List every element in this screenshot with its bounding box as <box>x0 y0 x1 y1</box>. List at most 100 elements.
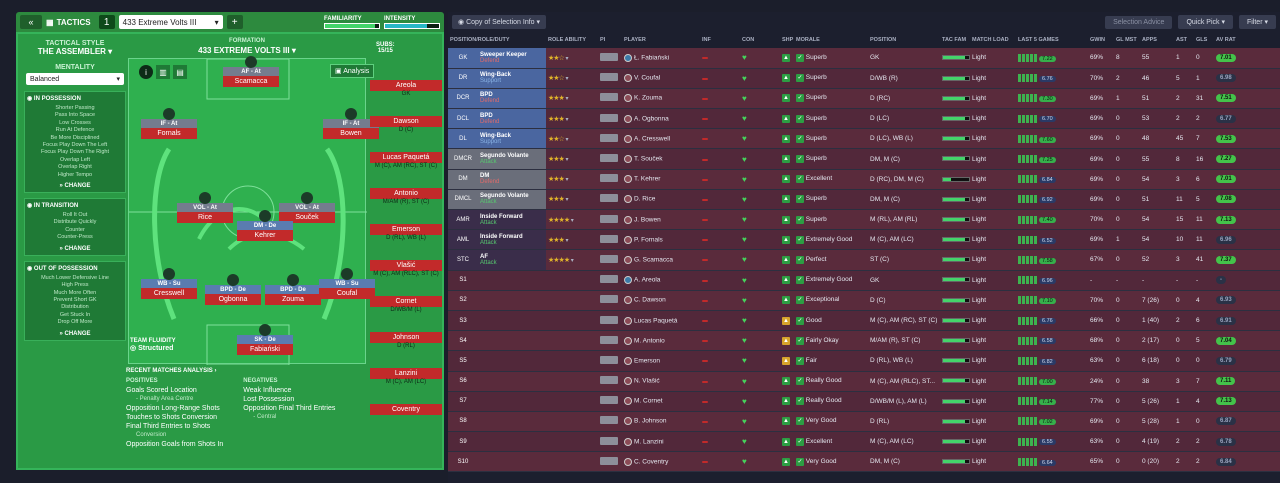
change-out-of-possession-button[interactable]: » CHANGE <box>59 330 91 337</box>
chevron-down-icon[interactable]: ▾ <box>563 197 569 204</box>
pi-cell[interactable] <box>598 290 622 311</box>
pi-cell[interactable] <box>598 169 622 190</box>
table-row[interactable]: S5 Emerson ♥ ▲ ✓ Fair D (RL), WB (L) Light 6.82… <box>448 350 1280 372</box>
player-instructions-icon[interactable] <box>600 174 618 183</box>
column-header[interactable]: AV RAT <box>1216 37 1236 43</box>
player-name[interactable]: P. Fornals <box>634 236 663 244</box>
player-cell[interactable]: C. Dawson <box>622 290 700 311</box>
filter-button[interactable]: Filter ▾ <box>1238 15 1276 29</box>
role-cell[interactable] <box>478 411 546 433</box>
player-name[interactable]: Emerson <box>634 357 661 365</box>
column-header[interactable]: POSITION/ROLE/DUTY <box>450 37 510 43</box>
player-instructions-icon[interactable] <box>600 416 618 425</box>
player-instructions-icon[interactable] <box>600 73 618 82</box>
player-cell[interactable]: G. Scamacca <box>622 249 700 271</box>
role-cell[interactable]: Wing-Back Support <box>478 68 546 89</box>
role-cell[interactable] <box>478 431 546 453</box>
chevron-down-icon[interactable]: ▾ <box>563 177 569 184</box>
player-name[interactable]: T. Souček <box>634 155 663 163</box>
player-cell[interactable]: Ł. Fabiański <box>622 48 700 69</box>
sub-player[interactable]: Dawson D (C) <box>370 116 442 144</box>
player-instructions-icon[interactable] <box>600 254 618 263</box>
copy-selection-info-dropdown[interactable]: ◉ Copy of Selection Info ▾ <box>452 15 547 29</box>
sub-player[interactable]: Lucas Paquetá M (C), AM (RC), ST (C) <box>370 152 442 180</box>
chevron-down-icon[interactable]: ▾ <box>563 237 569 244</box>
sub-player[interactable]: Antonio M/AM (R), ST (C) <box>370 188 442 216</box>
role-cell[interactable]: Sweeper Keeper Defend <box>478 48 546 69</box>
player-instructions-icon[interactable] <box>600 154 618 163</box>
pi-cell[interactable] <box>598 128 622 150</box>
player-instructions-icon[interactable] <box>600 456 618 465</box>
sub-player[interactable]: Coventry <box>370 404 442 432</box>
table-row[interactable]: DMCR Segundo Volante Attack ★★★ ▾ T. Souček ♥… <box>448 148 1280 170</box>
table-row[interactable]: DMCL Segundo Volante Attack ★★★ ▾ D. Rice ♥ ▲ ✓… <box>448 189 1280 211</box>
player-name[interactable]: D. Rice <box>634 196 656 204</box>
player-cell[interactable]: A. Areola <box>622 270 700 291</box>
player-instructions-icon[interactable] <box>600 376 618 385</box>
player-name[interactable]: B. Johnson <box>634 418 667 426</box>
pi-cell[interactable] <box>598 148 622 170</box>
column-header[interactable]: LAST 5 GAMES <box>1018 37 1059 43</box>
pi-cell[interactable] <box>598 451 622 473</box>
column-header[interactable]: SHP <box>782 37 794 43</box>
pi-cell[interactable] <box>598 330 622 352</box>
table-row[interactable]: S6 N. Vlašić ♥ ▲ ✓ Really Good M (C), AM (RLC… <box>448 371 1280 392</box>
role-cell[interactable]: Wing-Back Support <box>478 128 546 150</box>
pitch-player[interactable]: BPD - De Ogbonna <box>205 274 261 305</box>
role-cell[interactable] <box>478 350 546 372</box>
player-instructions-icon[interactable] <box>600 234 618 243</box>
table-row[interactable]: DCR BPD Defend ★★★ ▾ K. Zouma ♥ ▲ ✓ Superb D (RC… <box>448 88 1280 110</box>
column-header[interactable]: ROLE ABILITY <box>548 37 586 43</box>
table-row[interactable]: DM DM Defend ★★★ ▾ T. Kehrer ♥ ▲ ✓ Excellent D (… <box>448 169 1280 190</box>
table-row[interactable]: S9 M. Lanzini ♥ ▲ ✓ Excellent M (C), AM (LC) L… <box>448 431 1280 453</box>
column-header[interactable]: PI <box>600 37 606 43</box>
role-cell[interactable] <box>478 330 546 352</box>
role-cell[interactable]: DM Defend <box>478 169 546 190</box>
column-header[interactable]: GLS <box>1196 37 1208 43</box>
player-instructions-icon[interactable] <box>600 396 618 405</box>
player-instructions-icon[interactable] <box>600 315 618 324</box>
player-name[interactable]: M. Cornet <box>634 398 663 405</box>
quick-pick-button[interactable]: Quick Pick ▾ <box>1178 15 1233 29</box>
player-instructions-icon[interactable] <box>600 355 618 364</box>
familiarity-meter[interactable] <box>324 22 380 29</box>
player-name[interactable]: M. Antonio <box>634 337 665 345</box>
pitch-player[interactable]: AF - At Scamacca <box>223 56 279 87</box>
pi-cell[interactable] <box>598 270 622 291</box>
role-cell[interactable] <box>478 310 546 332</box>
column-header[interactable]: GL MST <box>1116 37 1137 43</box>
tactic-select[interactable]: 433 Extreme Volts III ▾ <box>118 15 223 29</box>
role-cell[interactable]: Inside Forward Attack <box>478 209 546 231</box>
table-row[interactable]: DL Wing-Back Support ★★☆ ▾ A. Cresswell ♥ ▲ ✓ S… <box>448 128 1280 150</box>
analysis-button[interactable]: ▣ Analysis <box>330 64 375 78</box>
player-cell[interactable]: M. Cornet <box>622 391 700 412</box>
pitch-player[interactable]: DM - De Kehrer <box>237 210 293 241</box>
add-tactic-button[interactable]: + <box>226 15 243 29</box>
column-header[interactable]: MATCH LOAD <box>972 37 1009 43</box>
player-name[interactable]: Lucas Paquetá <box>634 317 678 325</box>
player-name[interactable]: C. Dawson <box>634 297 666 305</box>
table-row[interactable]: S10 C. Coventry ♥ ▲ ✓ Very Good DM, M (C) Ligh… <box>448 451 1280 473</box>
player-name[interactable]: A. Ogbonna <box>634 115 669 123</box>
role-cell[interactable]: Segundo Volante Attack <box>478 189 546 211</box>
pitch-player[interactable]: VOL - At Souček <box>279 192 335 223</box>
pi-cell[interactable] <box>598 189 622 211</box>
player-name[interactable]: J. Bowen <box>634 216 661 224</box>
column-header[interactable]: AST <box>1176 37 1187 43</box>
collapse-button[interactable]: « <box>20 15 42 29</box>
player-name[interactable]: G. Scamacca <box>634 256 674 264</box>
role-cell[interactable] <box>478 371 546 392</box>
role-cell[interactable]: BPD Defend <box>478 88 546 110</box>
chevron-down-icon[interactable]: ▾ <box>569 217 574 224</box>
player-name[interactable]: V. Coufal <box>634 75 661 82</box>
chevron-down-icon[interactable]: ▾ <box>569 257 574 264</box>
pitch-player[interactable]: IF - At Fornals <box>141 108 197 139</box>
sub-player[interactable]: Emerson D (RL), WB (L) <box>370 224 442 252</box>
player-name[interactable]: Ł. Fabiański <box>634 54 670 62</box>
pitch-player[interactable]: SK - De Fabiański <box>237 324 293 355</box>
table-row[interactable]: S3 Lucas Paquetá ♥ ▲ ✓ Good M (C), AM (RC), S… <box>448 310 1280 332</box>
role-cell[interactable]: AF Attack <box>478 249 546 271</box>
player-instructions-icon[interactable] <box>600 52 618 61</box>
player-cell[interactable]: B. Johnson <box>622 411 700 433</box>
change-in-possession-button[interactable]: » CHANGE <box>59 183 91 190</box>
